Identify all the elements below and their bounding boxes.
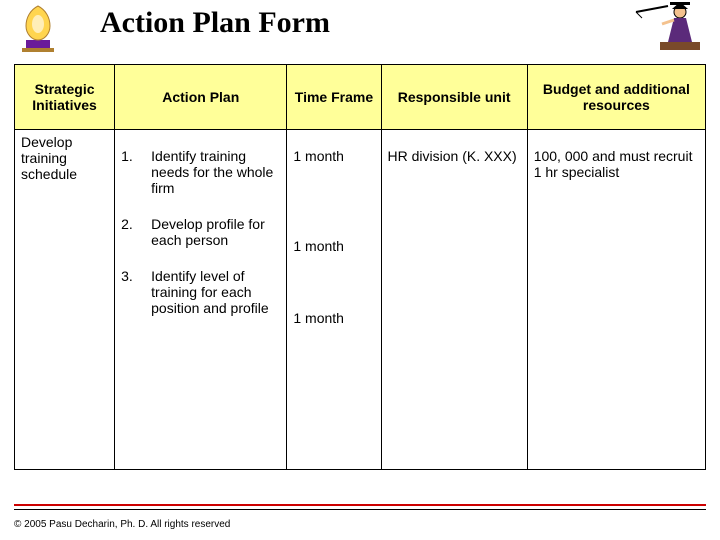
col-header-responsible: Responsible unit bbox=[381, 65, 527, 130]
cell-responsible: HR division (K. XXX) bbox=[381, 130, 527, 470]
org-logo-icon bbox=[20, 4, 56, 54]
col-header-initiatives: Strategic Initiatives bbox=[15, 65, 115, 130]
action-num: 3. bbox=[121, 268, 151, 316]
action-text: Identify level of training for each posi… bbox=[151, 268, 280, 316]
table-row: Develop training schedule 1. Identify tr… bbox=[15, 130, 706, 470]
copyright-text: © 2005 Pasu Decharin, Ph. D. All rights … bbox=[14, 519, 230, 530]
action-plan-table-wrap: Strategic Initiatives Action Plan Time F… bbox=[14, 64, 706, 470]
table-header-row: Strategic Initiatives Action Plan Time F… bbox=[15, 65, 706, 130]
cell-budget: 100, 000 and must recruit 1 hr specialis… bbox=[527, 130, 705, 470]
action-text: Identify training needs for the whole fi… bbox=[151, 148, 280, 196]
cell-actions: 1. Identify training needs for the whole… bbox=[115, 130, 287, 470]
action-num: 1. bbox=[121, 148, 151, 196]
action-text: Develop profile for each person bbox=[151, 216, 280, 248]
page-title: Action Plan Form bbox=[100, 6, 330, 40]
col-header-action-plan: Action Plan bbox=[115, 65, 287, 130]
timeframe-value: 1 month bbox=[293, 310, 374, 370]
action-item: 1. Identify training needs for the whole… bbox=[121, 148, 280, 196]
footer-divider bbox=[14, 504, 706, 510]
timeframe-value: 1 month bbox=[293, 148, 374, 238]
budget-value: 100, 000 and must recruit 1 hr specialis… bbox=[534, 148, 699, 180]
responsible-value: HR division (K. XXX) bbox=[388, 148, 521, 164]
timeframe-value: 1 month bbox=[293, 238, 374, 310]
cell-timeframes: 1 month 1 month 1 month bbox=[287, 130, 381, 470]
col-header-time-frame: Time Frame bbox=[287, 65, 381, 130]
action-item: 3. Identify level of training for each p… bbox=[121, 268, 280, 316]
teacher-icon bbox=[632, 2, 702, 52]
action-item: 2. Develop profile for each person bbox=[121, 216, 280, 248]
cell-initiative: Develop training schedule bbox=[15, 130, 115, 470]
action-num: 2. bbox=[121, 216, 151, 248]
col-header-budget: Budget and additional resources bbox=[527, 65, 705, 130]
action-plan-table: Strategic Initiatives Action Plan Time F… bbox=[14, 64, 706, 470]
